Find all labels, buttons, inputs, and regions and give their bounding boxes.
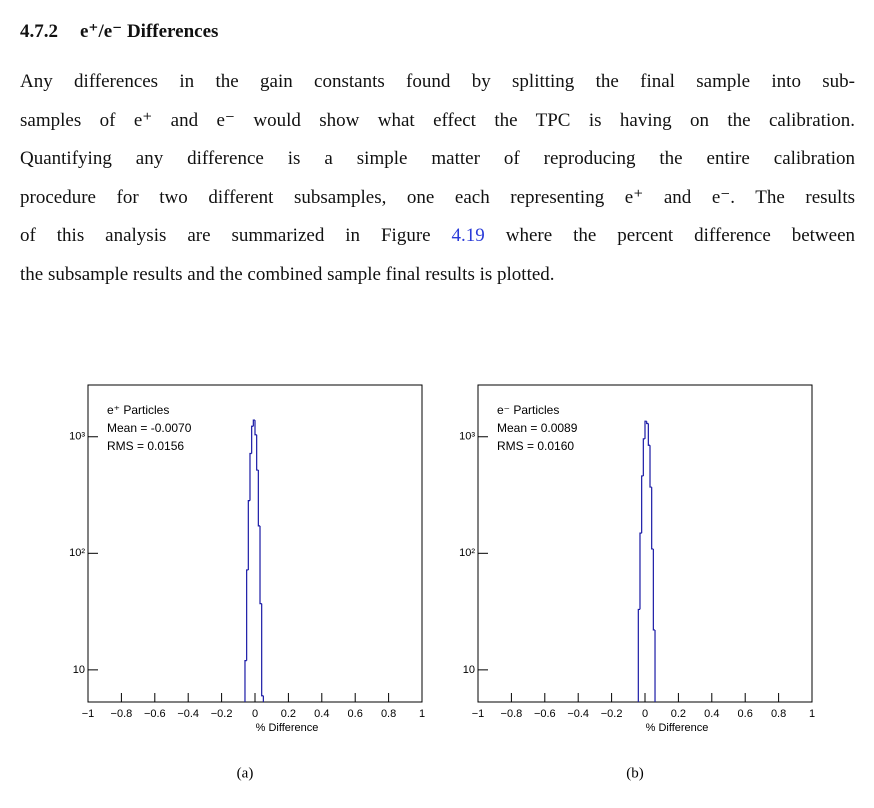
x-tick-label: −0.4 (567, 708, 589, 720)
x-tick-label: 1 (419, 708, 425, 720)
histogram-bin (265, 707, 267, 786)
y-tick-label: 10³ (69, 431, 85, 443)
text: where the percent difference between (484, 225, 855, 247)
histogram-bin (251, 425, 254, 454)
histogram-bin (646, 421, 649, 425)
x-tick-label: 0 (252, 708, 258, 720)
x-tick-label: −0.4 (177, 708, 199, 720)
y-tick-label: 10 (73, 664, 85, 676)
x-tick-label: −0.2 (211, 708, 233, 720)
histogram-bin (642, 438, 645, 476)
histogram-bin (254, 420, 257, 436)
stat-annotation: RMS = 0.0160 (497, 439, 574, 453)
x-tick-label: −0.6 (534, 708, 556, 720)
y-tick-label: 10² (69, 547, 85, 559)
text-line: procedure for two different subsamples, … (20, 179, 855, 218)
histogram-bin (651, 487, 654, 550)
x-tick-label: 0.8 (381, 708, 396, 720)
histogram-chart: −1 −0.8 −0.6 −0.4 −0.2 0 0.2 0.4 0.6 0.8 1 10 10² 10³… (69, 384, 425, 786)
section-number: 4.7.2 (20, 21, 58, 42)
histogram-bin (654, 629, 656, 702)
text: the subsample results and the combined s… (20, 263, 555, 285)
text: samples of e⁺ and e⁻ would show what eff… (20, 109, 855, 131)
x-tick-label: −0.6 (144, 708, 166, 720)
histogram-bin (259, 525, 262, 605)
histogram-bin (644, 420, 647, 439)
x-tick-label: 0.4 (704, 708, 719, 720)
x-tick-label: 0.2 (281, 708, 296, 720)
paragraph: Any differences in the gain constants fo… (20, 63, 855, 295)
text-line: of this analysis are summarized in Figur… (20, 217, 855, 256)
histogram-bin (652, 548, 656, 631)
text: Any differences in the gain constants fo… (20, 71, 855, 92)
x-tick-label: 0 (642, 708, 648, 720)
x-tick-label: 0.8 (771, 708, 786, 720)
x-tick-label: −0.8 (501, 708, 523, 720)
y-tick-label: 10 (463, 664, 475, 676)
legend-title: e⁻ Particles (497, 403, 559, 417)
histogram-bin (641, 475, 644, 534)
subcaption: (b) (626, 765, 644, 781)
stat-annotation: RMS = 0.0156 (107, 439, 184, 453)
histogram-chart: −1 −0.8 −0.6 −0.4 −0.2 0 0.2 0.4 0.6 0.8 1 10 10² 10³… (459, 384, 815, 781)
legend-title: e⁺ Particles (107, 403, 169, 417)
histogram-bin (249, 452, 252, 501)
figure: −1 −0.8 −0.6 −0.4 −0.2 0 0.2 0.4 0.6 0.8 11010²10³… (69, 384, 815, 786)
histogram-bin (257, 470, 261, 527)
text: Quantifying any difference is a simple m… (20, 148, 855, 170)
x-tick-label: 0.4 (314, 708, 329, 720)
stat-annotation: Mean = -0.0070 (107, 421, 192, 435)
y-tick-label: 10² (459, 547, 475, 559)
x-tick-label: 0.6 (348, 708, 363, 720)
x-tick-label: −0.8 (111, 708, 133, 720)
text-line: Quantifying any difference is a simple m… (20, 140, 855, 179)
figure-link[interactable]: 4.19 (451, 225, 485, 247)
histogram-bin (639, 532, 642, 610)
subcaption: (a) (237, 765, 254, 781)
text: procedure for two different subsamples, … (20, 186, 855, 208)
histogram-bin (637, 608, 640, 702)
x-tick-label: −1 (472, 708, 485, 720)
section-title: e⁺/e⁻ Differences (80, 21, 219, 42)
x-tick-label: −1 (82, 708, 95, 720)
text: of this analysis are summarized in Figur… (20, 225, 452, 247)
x-tick-label: 1 (809, 708, 815, 720)
histogram-bars (244, 419, 267, 786)
histogram-bin (262, 695, 264, 702)
stat-annotation: Mean = 0.0089 (497, 421, 578, 435)
text-line: samples of e⁺ and e⁻ would show what eff… (20, 102, 855, 141)
section-heading: 4.7.2 e⁺/e⁻ Differences (20, 20, 218, 43)
histogram-bin (649, 445, 652, 488)
x-tick-label: 0.6 (738, 708, 753, 720)
text-line: Any differences in the gain constants fo… (20, 63, 855, 102)
y-tick-label: 10³ (459, 431, 475, 443)
histogram-bin (647, 423, 651, 446)
text-line: the subsample results and the combined s… (20, 256, 855, 295)
histogram-bin (261, 603, 264, 697)
x-tick-label: 0.2 (671, 708, 686, 720)
histogram-bars (637, 420, 656, 702)
x-axis-label: % Difference (256, 722, 319, 734)
histogram-bin (246, 569, 249, 661)
histogram-bin (256, 434, 259, 471)
x-tick-label: −0.2 (601, 708, 623, 720)
x-axis-label: % Difference (646, 722, 709, 734)
histogram-bin (247, 500, 250, 570)
